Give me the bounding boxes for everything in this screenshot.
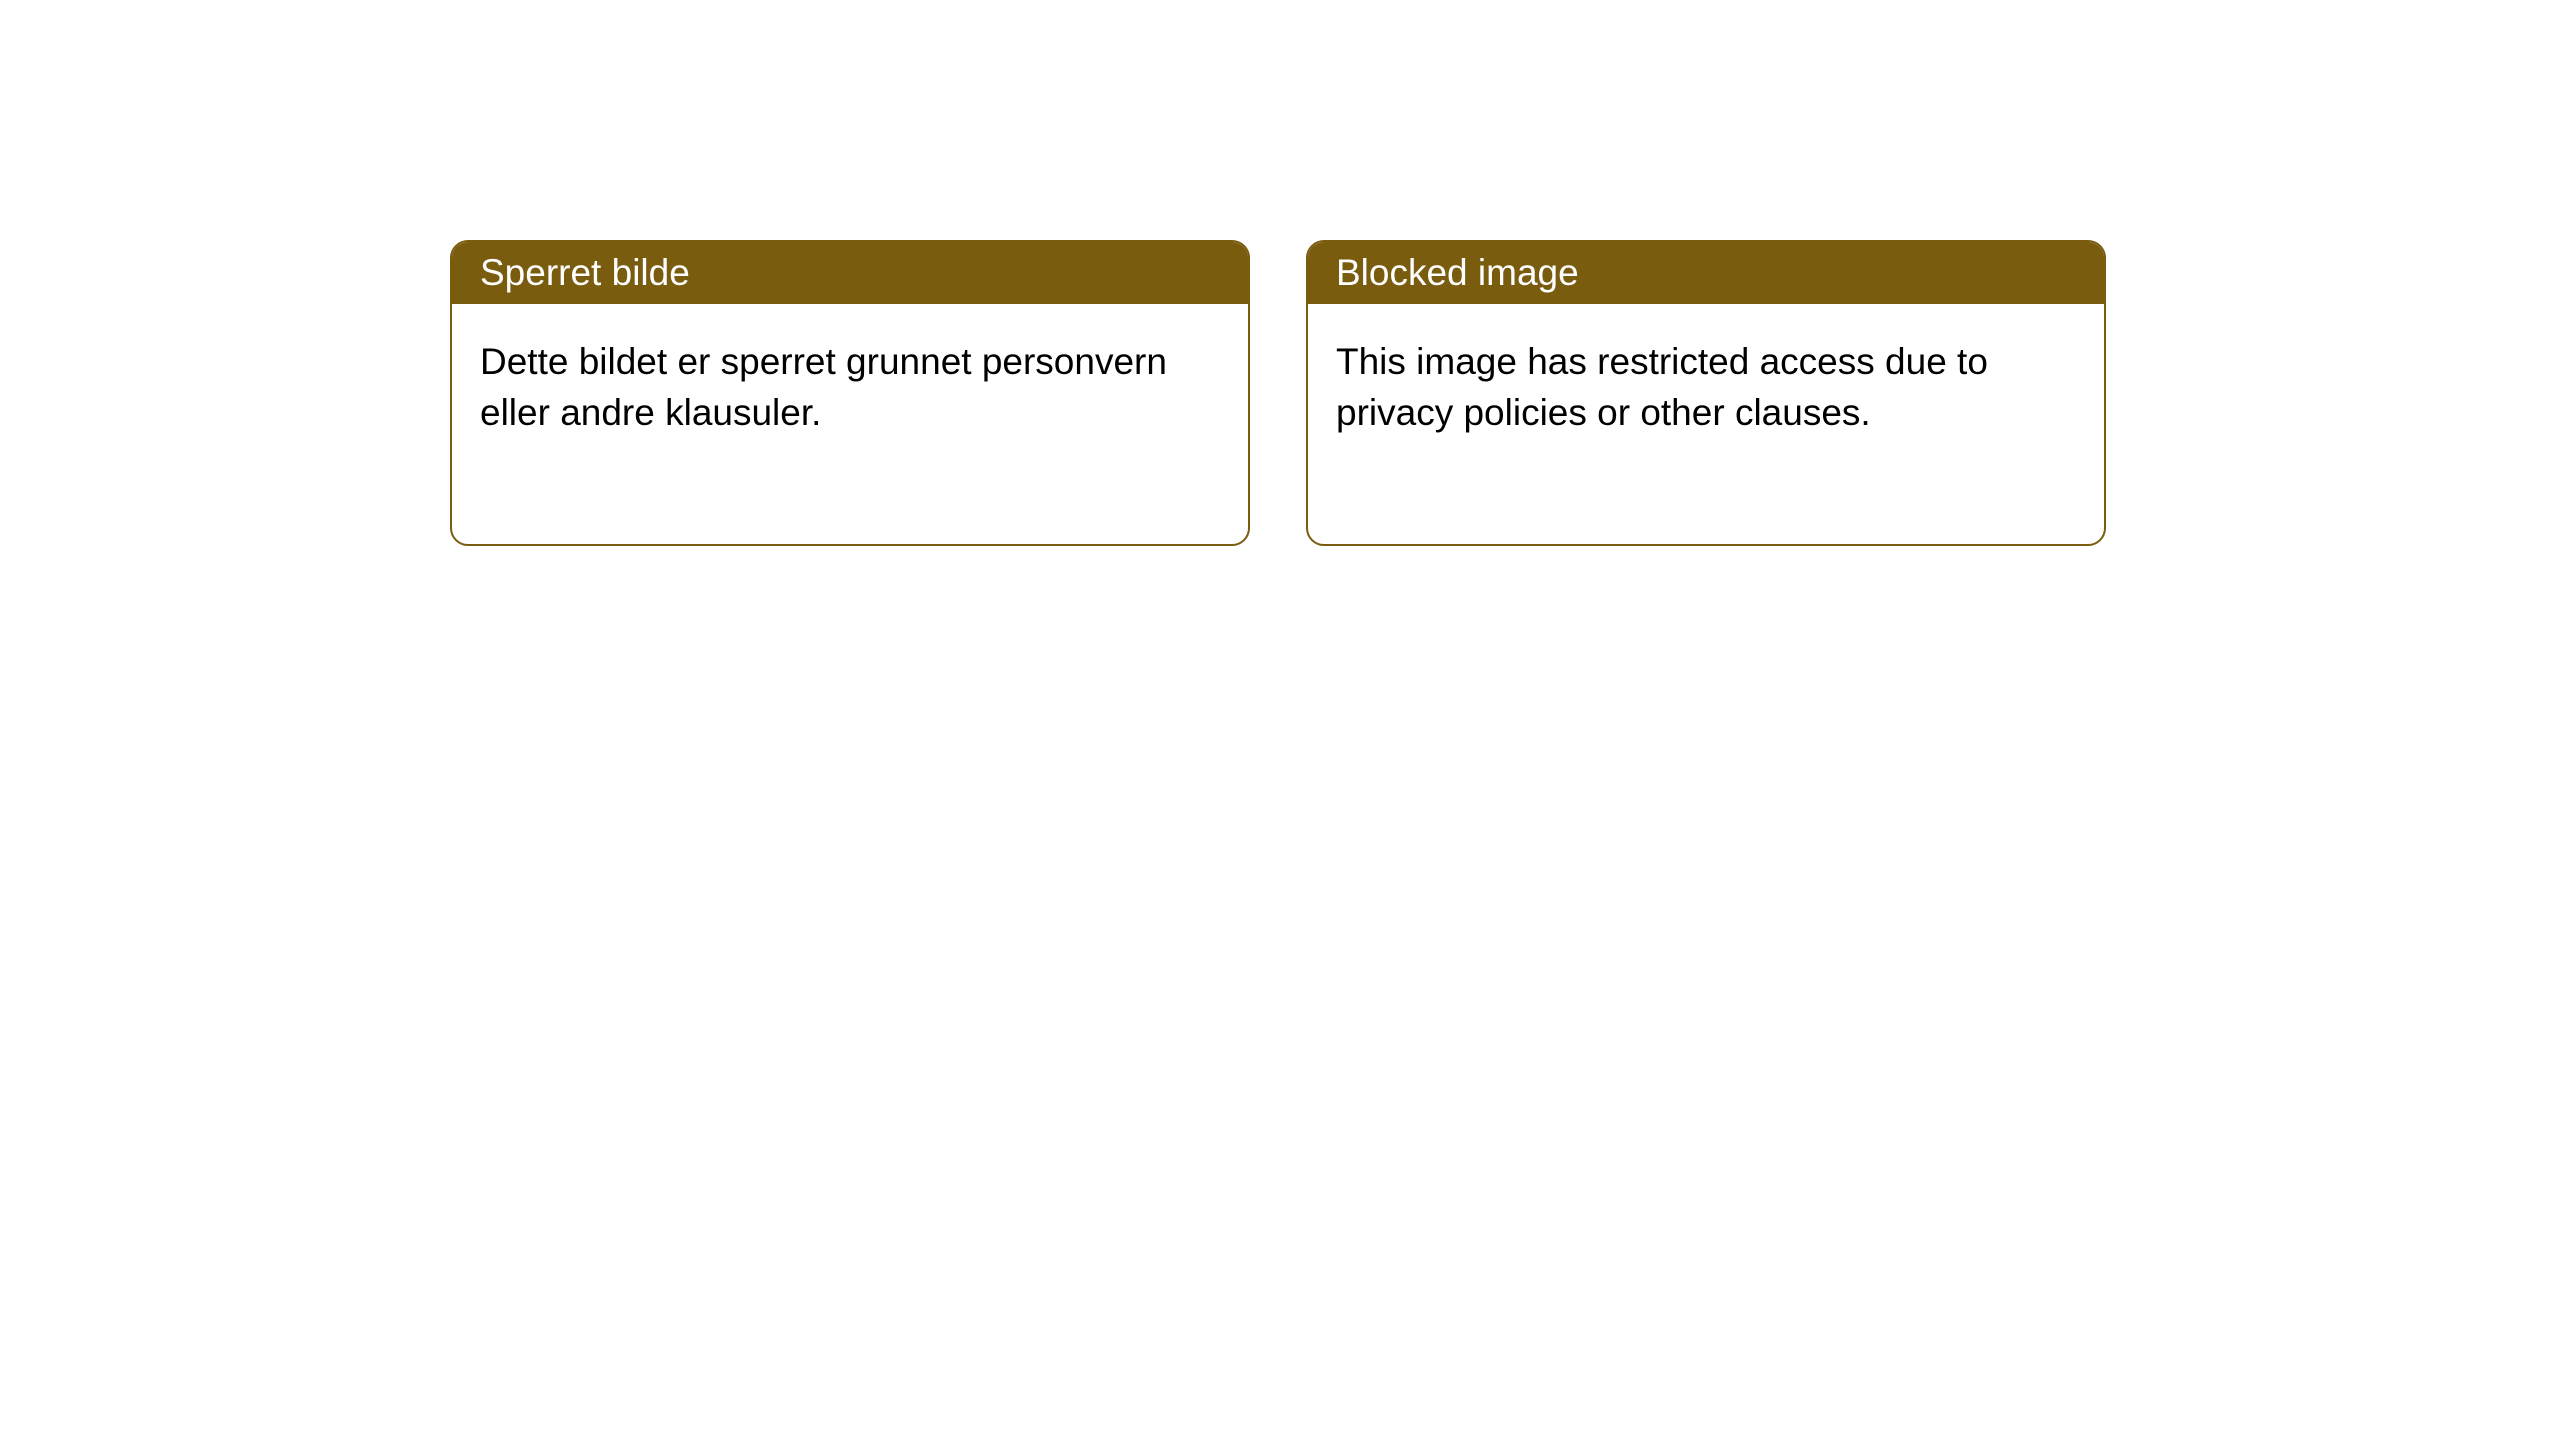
notice-title: Sperret bilde	[480, 252, 690, 293]
notice-header: Sperret bilde	[452, 242, 1248, 304]
notice-body: This image has restricted access due to …	[1308, 304, 2104, 544]
notice-card-norwegian: Sperret bilde Dette bildet er sperret gr…	[450, 240, 1250, 546]
notice-message: This image has restricted access due to …	[1336, 341, 1988, 433]
notice-header: Blocked image	[1308, 242, 2104, 304]
notice-container: Sperret bilde Dette bildet er sperret gr…	[450, 240, 2106, 546]
notice-card-english: Blocked image This image has restricted …	[1306, 240, 2106, 546]
notice-message: Dette bildet er sperret grunnet personve…	[480, 341, 1167, 433]
notice-title: Blocked image	[1336, 252, 1579, 293]
notice-body: Dette bildet er sperret grunnet personve…	[452, 304, 1248, 544]
